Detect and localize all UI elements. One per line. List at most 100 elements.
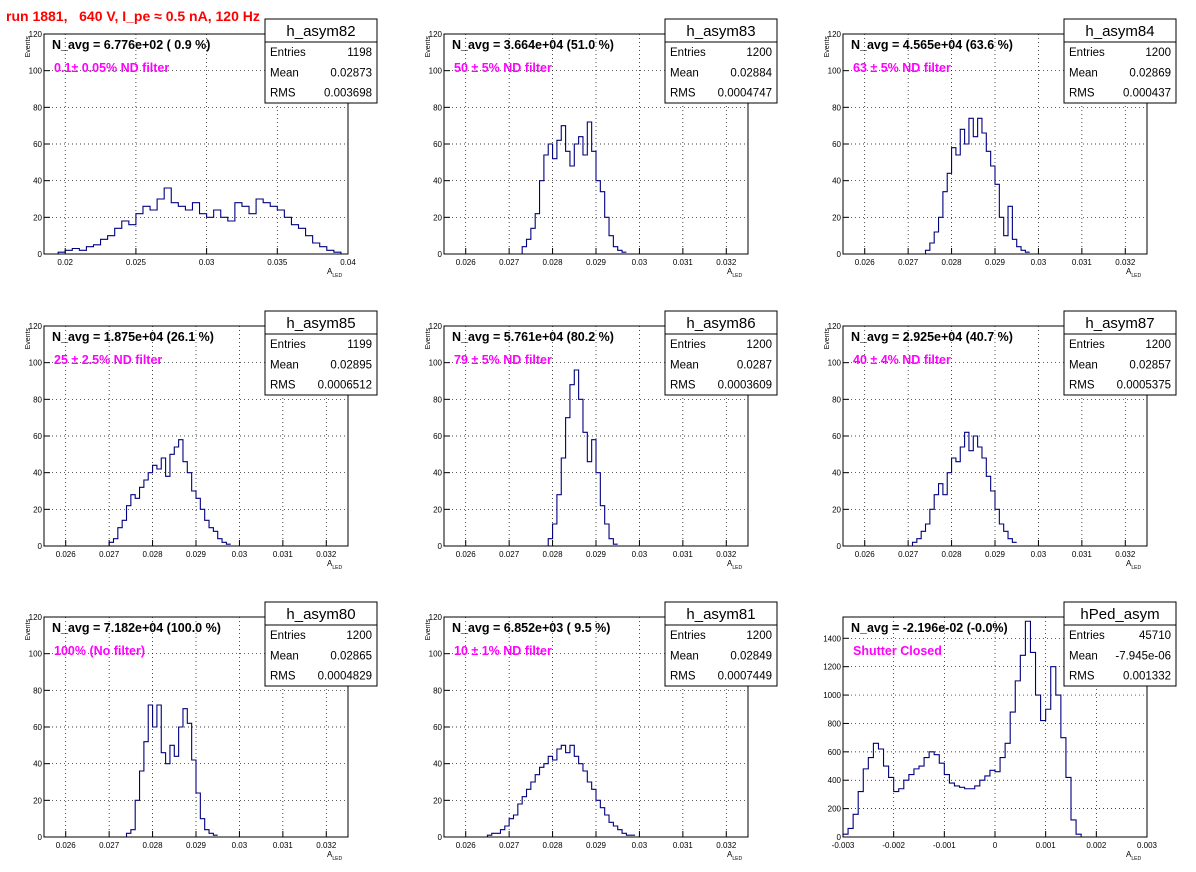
y-tick-label: 20 (433, 796, 442, 805)
histogram-name: h_asym86 (686, 315, 755, 332)
x-tick-label: 0.027 (898, 258, 919, 267)
y-axis-label: Events (25, 36, 32, 58)
y-tick-label: 60 (832, 432, 841, 441)
stat-name: Entries (1069, 339, 1105, 351)
y-axis-label: Events (425, 619, 432, 641)
histogram-name: h_asym87 (1085, 315, 1154, 332)
y-tick-label: 120 (429, 613, 443, 622)
y-tick-label: 1400 (823, 634, 841, 643)
x-axis-label: ALED (327, 267, 342, 279)
y-tick-label: 0 (438, 542, 443, 551)
x-tick-label: 0.028 (543, 258, 564, 267)
x-tick-label: 0.028 (942, 258, 963, 267)
x-tick-label: 0.027 (499, 550, 520, 559)
stat-value: 0.0005375 (1117, 380, 1171, 392)
stat-value: 0.0004829 (318, 671, 372, 683)
stat-value: 45710 (1139, 630, 1171, 642)
histogram-name: hPed_asym (1080, 606, 1159, 623)
x-tick-label: 0.03 (1031, 258, 1047, 267)
y-tick-label: 60 (33, 432, 42, 441)
stat-value: 0.02873 (330, 67, 372, 79)
stat-value: 0.0004747 (718, 88, 772, 100)
x-tick-label: 0.03 (632, 841, 648, 850)
x-tick-label: 0.029 (586, 841, 607, 850)
y-tick-label: 20 (433, 213, 442, 222)
x-tick-label: 0.026 (456, 258, 477, 267)
histogram-hPed_asym (842, 620, 1147, 838)
y-tick-label: 40 (33, 177, 42, 186)
stat-name: Mean (670, 650, 699, 662)
y-tick-label: 1000 (823, 691, 841, 700)
x-tick-label: 0.03 (632, 550, 648, 559)
stat-name: Mean (270, 67, 299, 79)
x-tick-label: 0.027 (499, 258, 520, 267)
stat-name: RMS (270, 88, 296, 100)
navg-label: N_avg = 7.182e+04 (100.0 %) (52, 621, 221, 635)
x-tick-label: 0.028 (543, 841, 564, 850)
x-tick-label: 0.031 (273, 550, 294, 559)
y-tick-label: 80 (433, 686, 442, 695)
stat-value: 0.02865 (330, 650, 372, 662)
panel-hPed_asym: -0.003 -0.002 -0.001 0 0.001 0.002 0.003 0 200 40… (823, 601, 1177, 862)
stat-value: 0.0003609 (718, 380, 772, 392)
stats-box (264, 333, 378, 396)
stat-name: Mean (670, 359, 699, 371)
y-tick-label: 200 (828, 805, 842, 814)
stat-name: Mean (270, 359, 299, 371)
stat-name: Entries (270, 339, 306, 351)
y-tick-label: 60 (433, 140, 442, 149)
y-tick-label: 0 (837, 833, 842, 842)
x-tick-label: 0 (993, 841, 998, 850)
stats-box (1063, 624, 1177, 687)
stat-name: RMS (670, 671, 696, 683)
x-tick-label: 0.03 (232, 841, 248, 850)
x-tick-label: 0.032 (1115, 258, 1136, 267)
x-axis-label: ALED (727, 850, 742, 862)
histogram-name: h_asym80 (286, 606, 355, 623)
x-tick-label: 0.032 (316, 550, 337, 559)
stat-value: 0.02884 (730, 67, 772, 79)
y-tick-label: 100 (828, 359, 842, 368)
navg-label: N_avg = 6.852e+03 ( 9.5 %) (452, 621, 610, 635)
y-tick-label: 20 (33, 213, 42, 222)
y-tick-label: 100 (429, 359, 443, 368)
stat-value: 0.0006512 (318, 380, 372, 392)
x-tick-label: 0.027 (499, 841, 520, 850)
stats-box (264, 41, 378, 104)
x-tick-label: 0.001 (1036, 841, 1057, 850)
y-tick-label: 40 (433, 177, 442, 186)
stat-value: 1199 (347, 339, 372, 351)
stat-value: 0.001332 (1123, 671, 1171, 683)
navg-label: N_avg = 2.925e+04 (40.7 %) (851, 330, 1013, 344)
stat-name: Mean (1069, 67, 1098, 79)
navg-label: N_avg = 1.875e+04 (26.1 %) (52, 330, 214, 344)
stat-value: -7.945e-06 (1115, 650, 1171, 662)
y-tick-label: 20 (433, 505, 442, 514)
stat-value: 1200 (746, 47, 772, 59)
y-tick-label: 120 (828, 322, 842, 331)
histogram-name: h_asym85 (286, 315, 355, 332)
stat-value: 0.003698 (324, 88, 372, 100)
y-tick-label: 20 (832, 213, 841, 222)
x-tick-label: 0.02 (57, 258, 73, 267)
stat-value: 0.02857 (1129, 359, 1171, 371)
y-tick-label: 0 (38, 833, 43, 842)
y-tick-label: 120 (29, 322, 43, 331)
x-tick-label: 0.03 (632, 258, 648, 267)
y-tick-label: 20 (33, 505, 42, 514)
x-tick-label: 0.031 (673, 841, 694, 850)
y-tick-label: 40 (33, 469, 42, 478)
x-tick-label: 0.027 (99, 550, 120, 559)
filter-label: 100% (No filter) (54, 644, 145, 658)
stat-name: Mean (1069, 650, 1098, 662)
y-axis-label: Events (824, 328, 831, 350)
stat-name: Entries (670, 339, 706, 351)
x-tick-label: -0.003 (832, 841, 855, 850)
y-tick-label: 0 (38, 542, 43, 551)
histogram-h_asym80 (125, 704, 218, 837)
histogram-h_asym83 (521, 121, 627, 254)
y-axis-label: Events (425, 36, 432, 58)
y-tick-label: 40 (33, 760, 42, 769)
y-tick-label: 100 (29, 359, 43, 368)
stats-box (664, 333, 778, 396)
